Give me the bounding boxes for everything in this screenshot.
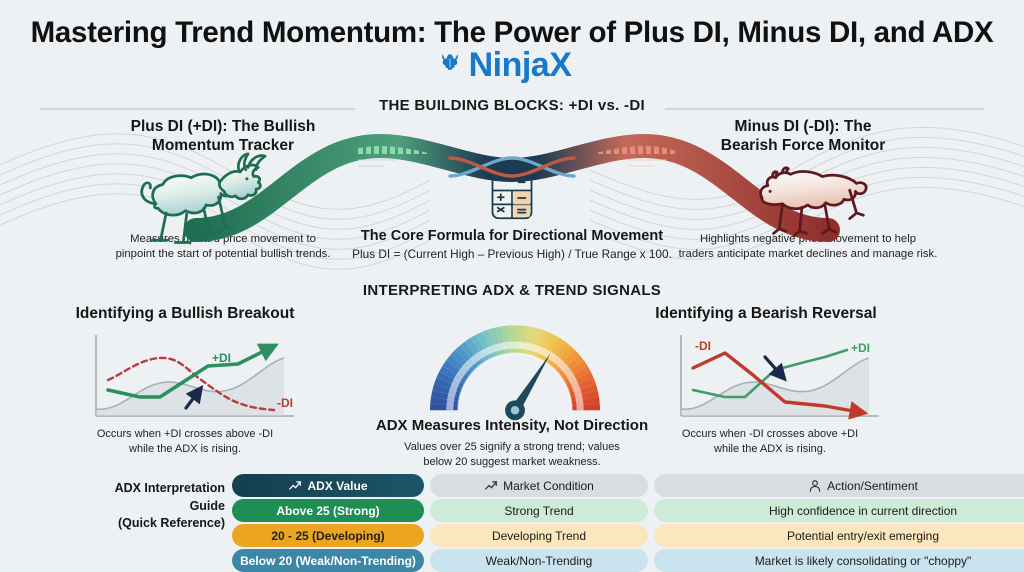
svg-text:-DI: -DI xyxy=(695,339,711,353)
svg-text:-DI: -DI xyxy=(277,396,293,410)
svg-text:+DI: +DI xyxy=(212,351,231,365)
svg-text:+DI: +DI xyxy=(851,341,870,355)
